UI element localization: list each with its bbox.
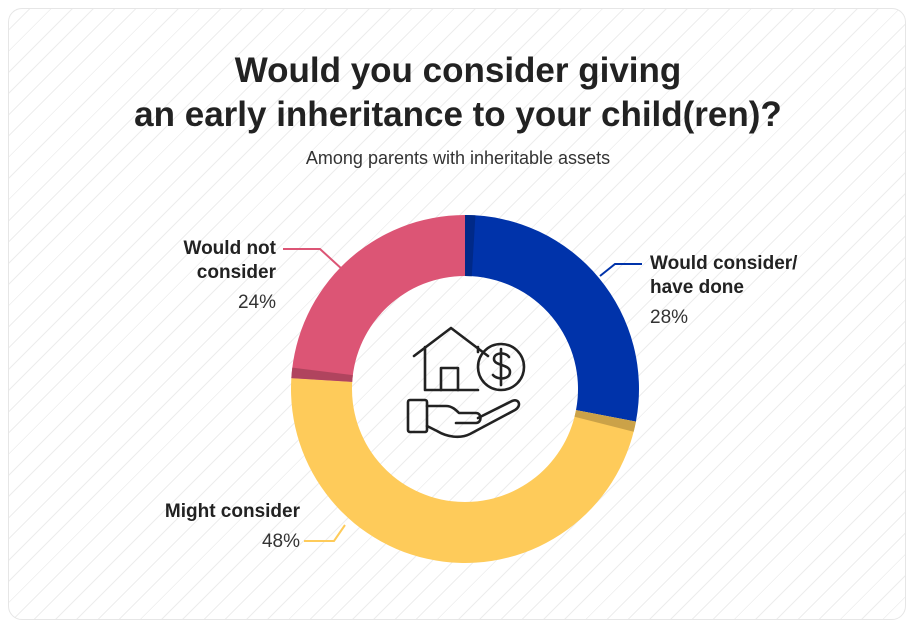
chart-card xyxy=(8,8,906,620)
chart-subtitle: Among parents with inheritable assets xyxy=(305,148,611,168)
donut-slice-0 xyxy=(465,215,639,422)
donut-slice-edge-1 xyxy=(574,410,636,432)
slice-label-might-consider: Might consider 48% xyxy=(164,501,300,552)
donut-slice-2 xyxy=(291,215,465,382)
leader-line-0 xyxy=(599,263,642,277)
slice-label-would-consider: Would consider/ have done 28% xyxy=(650,253,798,328)
house-money-hand-icon xyxy=(406,326,526,439)
leader-lines xyxy=(283,248,642,542)
chart-title-line-1: Would you consider giving xyxy=(234,51,682,90)
donut-slice-1 xyxy=(291,378,636,563)
donut-slice-edge-0 xyxy=(465,215,476,277)
donut-slices xyxy=(291,215,639,563)
donut-slice-edge-2 xyxy=(291,367,353,382)
slice-label-would-not-consider: Would not consider 24% xyxy=(183,238,276,313)
leader-line-1 xyxy=(304,524,346,542)
leader-line-2 xyxy=(283,248,344,271)
chart-title-line-2: an early inheritance to your child(ren)? xyxy=(134,95,782,134)
